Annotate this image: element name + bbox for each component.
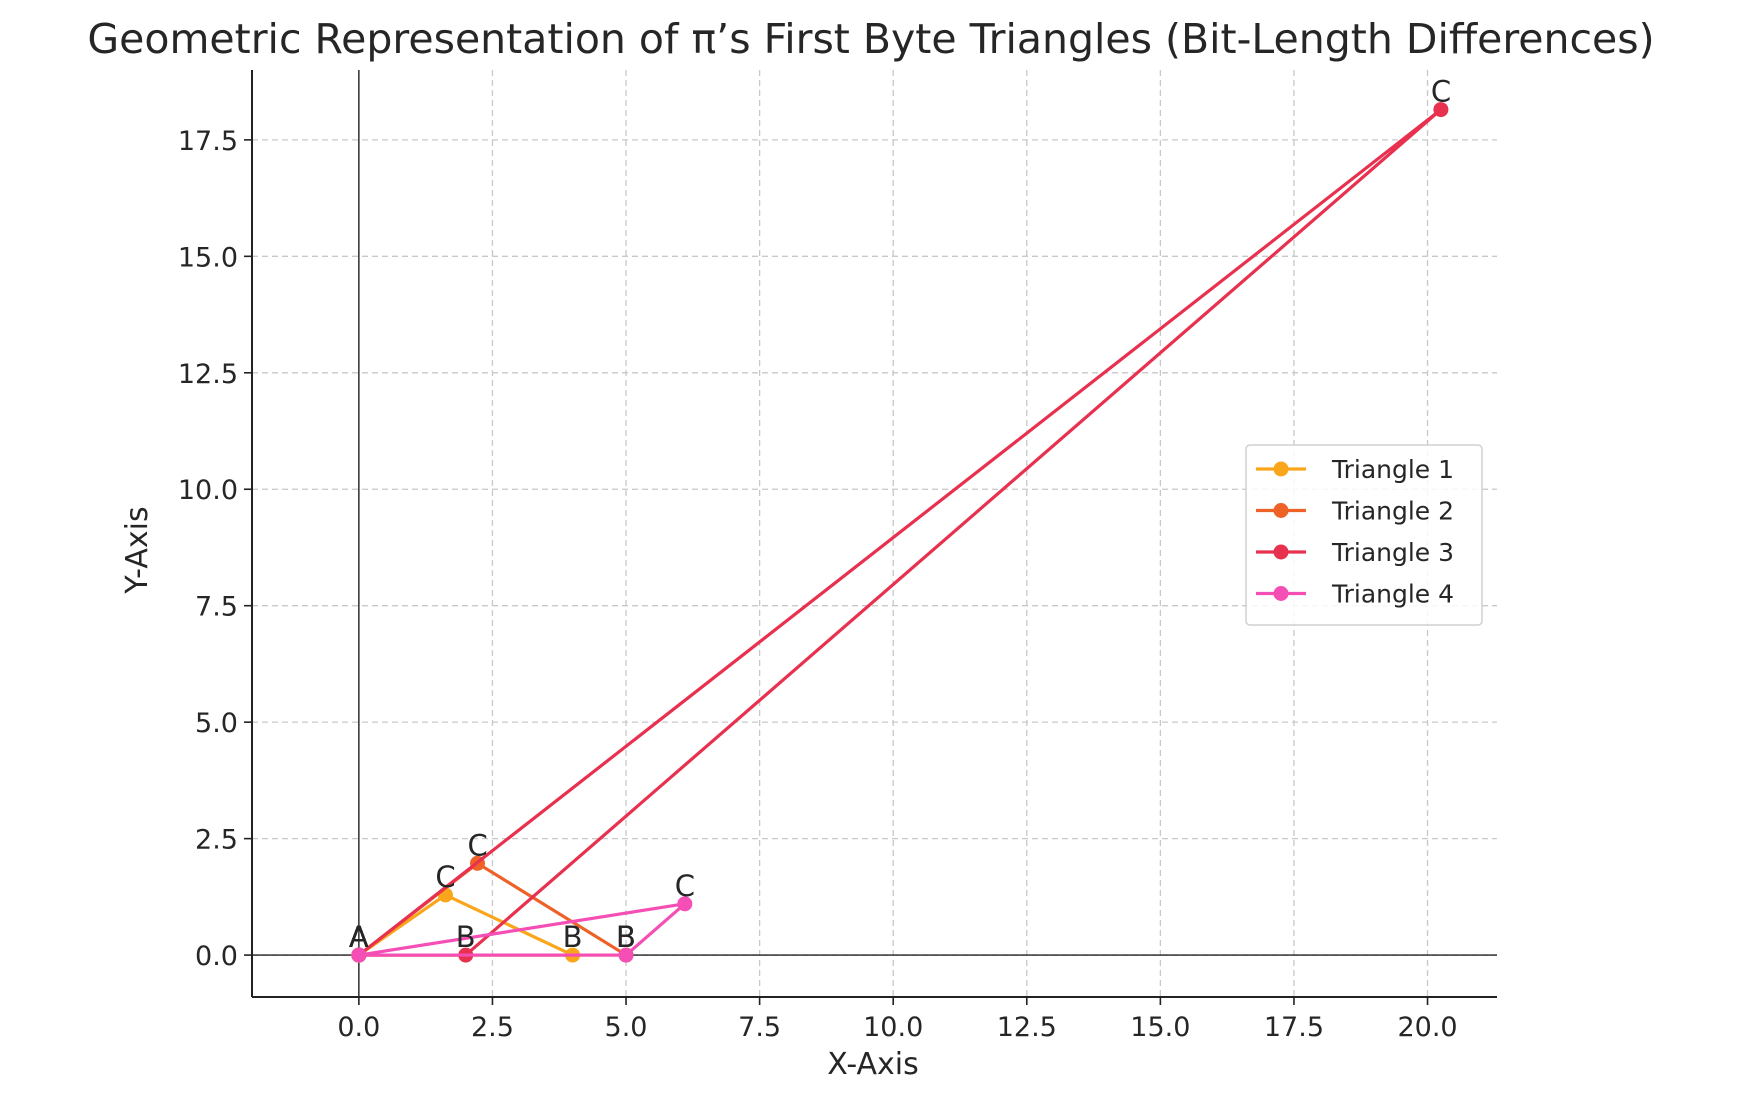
- legend: Triangle 1 Triangle 2 Triangle 3 Triangle 4: [1245, 444, 1483, 626]
- y-tick-label: 2.5: [195, 825, 238, 856]
- legend-swatch-marker: [1273, 586, 1289, 601]
- series-line: [358, 902, 687, 957]
- legend-label: Triangle 4: [1331, 580, 1454, 609]
- vertex-label: A: [349, 920, 369, 954]
- legend-swatch-marker: [1273, 503, 1289, 518]
- x-tick-label: 17.5: [1264, 1012, 1324, 1043]
- vertex-label: B: [563, 920, 583, 954]
- data-point: [351, 947, 367, 963]
- vertex-label: B: [616, 920, 636, 954]
- x-tick-label: 0.0: [337, 1012, 380, 1043]
- legend-swatch-marker: [1273, 461, 1289, 477]
- series-triangle-4: [351, 896, 693, 963]
- legend-box: [1245, 444, 1483, 626]
- vertex-label: C: [1431, 75, 1451, 109]
- vertex-label: C: [675, 869, 695, 903]
- y-tick-label: 15.0: [178, 242, 238, 273]
- ticks: 0.0 2.5 5.0 7.5 10.0 12.5 15.0 17.5 20.0 0.0 2.5 5.…: [178, 126, 1458, 1043]
- point-labels: A BCA BCA BCA BC: [349, 75, 1451, 954]
- y-tick-label: 12.5: [178, 359, 238, 390]
- vertex-label: C: [435, 860, 455, 894]
- data-point: [618, 947, 634, 963]
- legend-label: Triangle 3: [1331, 538, 1454, 567]
- y-tick-label: 0.0: [195, 941, 238, 972]
- x-tick-label: 10.0: [863, 1012, 923, 1043]
- vertex-label: C: [467, 828, 487, 862]
- data-point: [1433, 102, 1449, 118]
- x-tick-label: 12.5: [997, 1012, 1057, 1043]
- legend-swatch-marker: [1273, 544, 1289, 560]
- legend-label: Triangle 2: [1331, 497, 1454, 526]
- series-group: [351, 102, 1449, 963]
- x-tick-label: 20.0: [1397, 1012, 1457, 1043]
- series-triangle-2: [351, 855, 634, 963]
- data-point: [677, 896, 693, 912]
- vertex-label: B: [616, 920, 636, 954]
- y-tick-label: 7.5: [195, 592, 238, 623]
- x-axis-label: X-Axis: [827, 1047, 918, 1082]
- x-tick-label: 2.5: [471, 1012, 514, 1043]
- vertex-label: A: [349, 920, 369, 954]
- x-tick-label: 7.5: [738, 1012, 781, 1043]
- y-axis-label: Y-Axis: [120, 506, 155, 594]
- legend-label: Triangle 1: [1331, 455, 1454, 484]
- vertex-label: A: [349, 920, 369, 954]
- x-tick-label: 15.0: [1130, 1012, 1190, 1043]
- y-tick-label: 5.0: [195, 708, 238, 739]
- x-tick-label: 5.0: [605, 1012, 648, 1043]
- vertex-label: B: [456, 920, 476, 954]
- y-tick-label: 10.0: [178, 475, 238, 506]
- vertex-label: A: [349, 920, 369, 954]
- y-tick-label: 17.5: [178, 126, 238, 157]
- chart-title: Geometric Representation of π’s First By…: [87, 15, 1654, 63]
